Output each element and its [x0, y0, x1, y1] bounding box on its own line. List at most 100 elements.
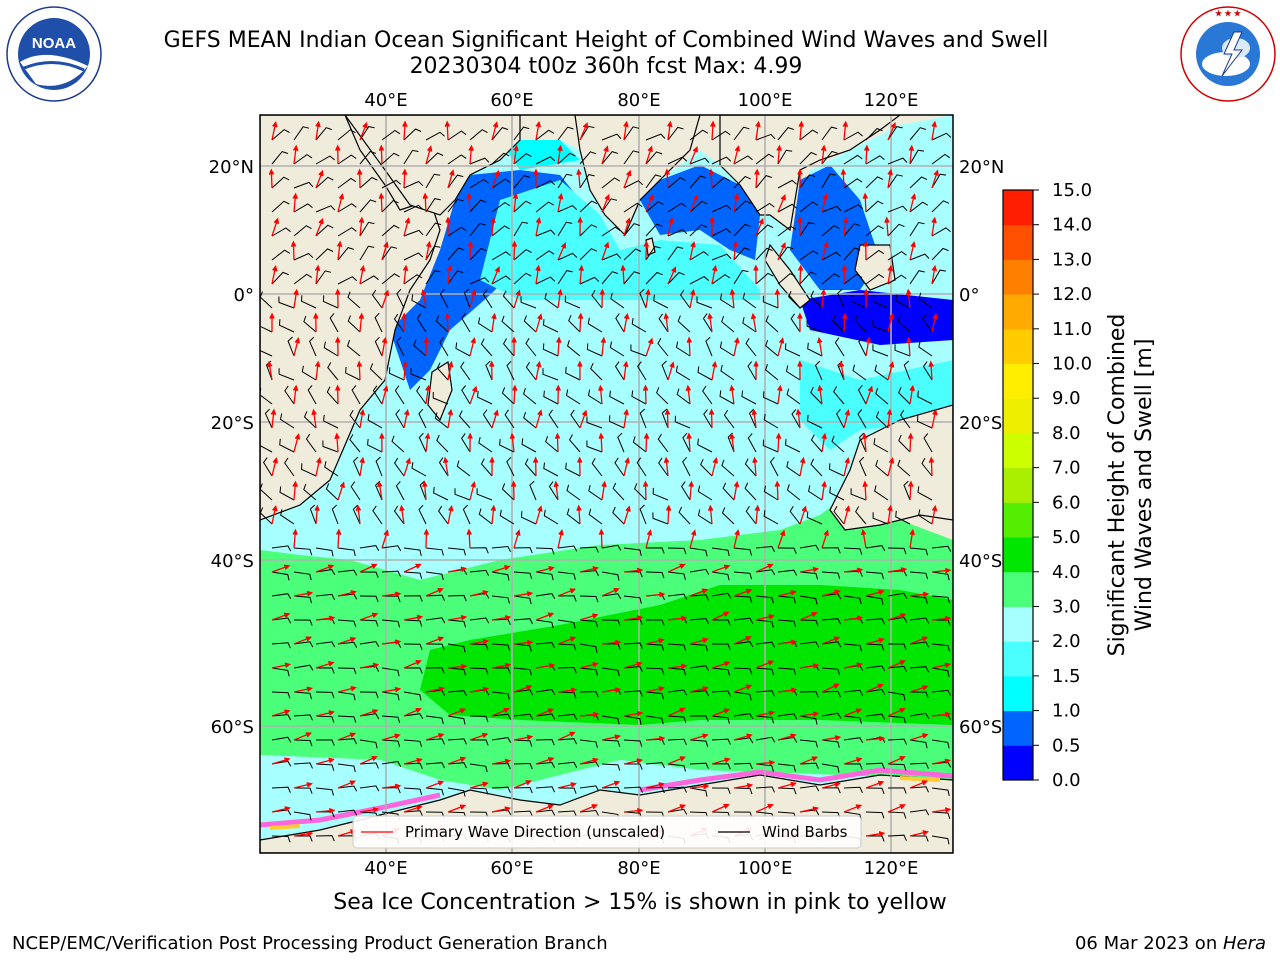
wind-barb [410, 368, 427, 381]
wave-arrow [467, 240, 474, 261]
wave-arrow [313, 312, 319, 333]
wind-barb [513, 547, 533, 554]
wind-barb [755, 153, 775, 165]
wind-barb [315, 641, 336, 648]
wave-arrow [733, 588, 753, 597]
wind-barb [315, 547, 334, 557]
wave-arrow [491, 266, 500, 285]
nws-logo: ★ ★ ★ [1180, 6, 1276, 102]
wind-barb [601, 571, 620, 581]
wind-barb [315, 205, 336, 213]
wind-barb [535, 713, 556, 720]
wind-barb [711, 690, 731, 697]
ocean-low-east [800, 290, 953, 345]
wind-barb [799, 129, 819, 141]
wave-arrow [905, 288, 912, 309]
wave-arrow [777, 384, 783, 405]
wind-barb [353, 456, 361, 477]
wind-barb [381, 739, 401, 748]
wave-arrow [268, 168, 275, 189]
wind-barb [513, 221, 529, 237]
wind-barb [733, 571, 753, 580]
wind-barb [821, 593, 842, 600]
wave-arrow [645, 782, 665, 789]
wind-barb [765, 339, 779, 357]
colorbar-segment [1003, 502, 1033, 538]
wind-barb [579, 125, 595, 141]
wind-barb [791, 409, 801, 429]
wind-barb [865, 545, 886, 552]
wind-barb [271, 617, 292, 624]
wave-arrow [314, 264, 321, 285]
wave-arrow [557, 144, 563, 165]
wind-barb [677, 315, 691, 333]
wave-arrow [711, 708, 731, 717]
wind-barb [719, 341, 735, 357]
wind-barb [843, 786, 863, 793]
wave-arrow [378, 144, 385, 165]
wind-barb [799, 619, 819, 627]
wind-barb [799, 544, 820, 551]
wind-barb [748, 408, 757, 429]
wave-arrow [909, 636, 929, 645]
wind-barb [545, 435, 559, 453]
wind-barb [733, 200, 752, 213]
wave-arrow [860, 528, 867, 549]
wave-arrow [491, 312, 497, 333]
wind-barb [469, 277, 490, 285]
wind-barb [271, 786, 291, 793]
ocean-low-bay [640, 165, 760, 260]
wind-barb [843, 178, 863, 189]
wind-barb [807, 342, 823, 357]
wave-arrow [774, 288, 781, 309]
wind-barb [609, 341, 625, 357]
wave-arrow [601, 734, 622, 741]
wind-barb [645, 133, 666, 141]
wave-arrow [293, 636, 313, 645]
wind-barb [931, 200, 950, 213]
wind-barb [799, 595, 818, 605]
wind-barb [513, 175, 530, 189]
wave-arrow [381, 529, 389, 549]
wind-barb [513, 739, 533, 747]
wind-barb [755, 786, 775, 793]
wind-barb [293, 595, 313, 604]
wind-barb [755, 569, 776, 576]
wind-barb [711, 643, 731, 650]
wave-arrow [755, 120, 761, 141]
wind-barb [579, 619, 599, 628]
wind-barb [678, 506, 691, 525]
wind-barb [315, 248, 334, 261]
wave-arrow [887, 504, 893, 525]
wind-barb [557, 713, 578, 720]
wave-arrow [511, 336, 517, 357]
wind-barb [931, 227, 951, 237]
footer-credit: NCEP/EMC/Verification Post Processing Pr… [12, 933, 608, 954]
wind-barb [689, 129, 709, 141]
wave-arrow [729, 432, 735, 453]
wind-barb [469, 569, 490, 576]
wind-barb [447, 643, 466, 653]
wave-arrow [931, 662, 952, 669]
wind-barb [872, 344, 889, 357]
wind-barb [661, 360, 669, 381]
wave-arrow [355, 504, 362, 525]
wave-arrow [447, 169, 455, 189]
wind-barb [744, 482, 757, 501]
gridlines [260, 115, 953, 853]
colorbar-segment [1003, 432, 1033, 469]
wind-barb [425, 198, 441, 213]
wind-barb [315, 691, 335, 699]
wind-barb [909, 762, 929, 769]
wave-arrow [535, 313, 543, 333]
wind-barb [733, 762, 753, 770]
wind-barb [843, 689, 864, 696]
wind-barb [909, 253, 930, 261]
wind-barb [821, 667, 841, 676]
wind-barb [579, 785, 600, 792]
wave-arrow [643, 432, 650, 453]
wind-barb [271, 128, 290, 141]
wind-barb [425, 667, 445, 674]
wind-barb [810, 458, 823, 477]
wind-barb [523, 388, 537, 405]
